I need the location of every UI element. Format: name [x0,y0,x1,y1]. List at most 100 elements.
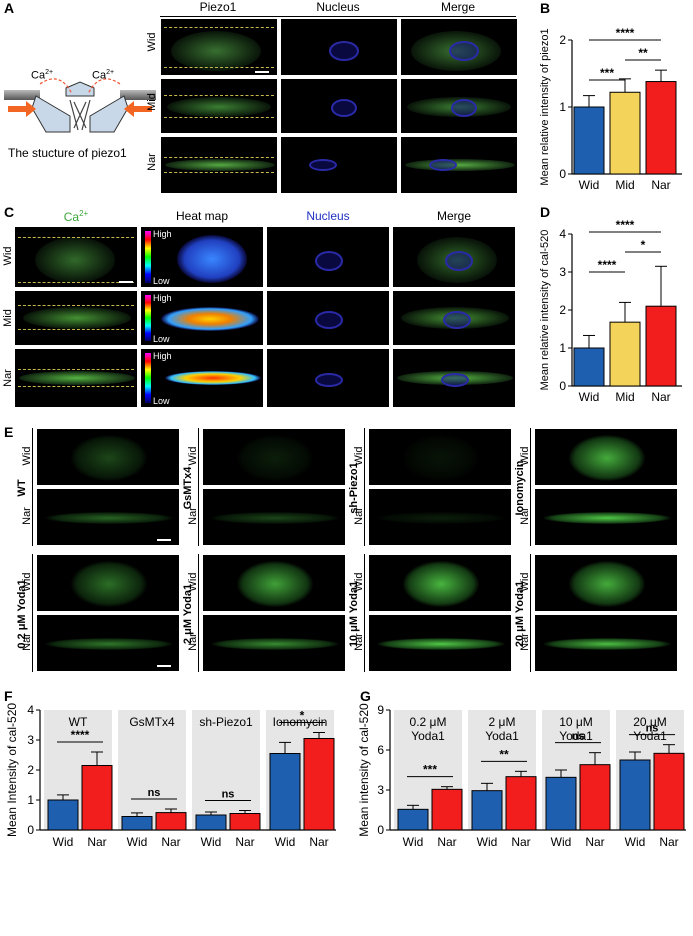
group-divider [530,428,531,546]
row-label-wid: Wid [187,572,199,592]
row-label-nar-c: Nar [2,369,14,387]
heatmap-wid: High Low [140,226,264,288]
significance-label: **** [616,218,635,232]
bar-wid [397,808,429,831]
micrograph-2-nar [368,488,512,546]
diagram-caption: The stucture of piezo1 [8,146,127,160]
col-header-merge: Merge [440,0,475,14]
bar-wid [195,814,227,831]
blade-left [31,95,71,133]
cap [65,81,95,97]
group-name: Ionomycin [273,715,328,729]
significance-label: *** [423,763,437,777]
micrograph-3-nar [534,488,678,546]
x-tick-label: Wid [551,835,572,849]
col-header-piezo1: Piezo1 [199,0,237,14]
y-tick-label: 2 [559,303,566,317]
x-tick-label: Mid [615,390,634,404]
bar-wid [619,759,651,831]
x-tick-label: Nar [87,835,106,849]
y-tick-label: 2 [27,763,34,777]
row-label-mid-c: Mid [2,309,14,327]
significance-label: * [300,709,305,723]
ca-arrow-left [39,78,73,95]
chart-g: 0 3 6 9 Mean intensity of cal-520 Wid Nar *** 0.… [357,703,686,849]
ca-arrow-right [87,78,121,95]
micrograph-piezo1-wid [160,18,278,76]
bar-wid [471,790,503,831]
group-divider [530,554,531,672]
pore-helices [69,99,91,131]
x-tick-label: Nar [651,390,670,404]
row-label-wid: Wid [519,446,531,466]
row-label-nar-a: Nar [146,153,158,171]
y-tick-label: 0 [559,167,566,181]
heatmap-high-label: High [153,351,172,361]
bar-nar [229,813,261,831]
group-divider [32,554,33,672]
x-tick-label: Nar [309,835,328,849]
col-header-nucleus: Nucleus [316,0,360,14]
chart-d: 0 1 2 3 4 Mean relative intensity of cal-520 W… [539,218,682,404]
significance-label: ns [572,731,585,743]
x-tick-label: Wid [53,835,74,849]
significance-label: ** [499,747,509,761]
micrograph-merge-c-wid [392,226,516,288]
micrograph-ca-mid [14,290,138,346]
bar-nar [303,738,335,831]
col-header-nucleus-c: Nucleus [306,209,350,223]
micrograph-ca-wid [14,226,138,288]
group-divider [364,554,365,672]
y-tick-label: 1 [559,100,566,114]
x-tick-label: Nar [161,835,180,849]
group-name-line2: Yoda1 [633,729,667,743]
x-tick-label: Wid [201,835,222,849]
micrograph-merge-mid [400,78,518,134]
panel-label-a: A [4,0,15,16]
heatmap-low-label: Low [153,396,170,406]
row-label-wid-c: Wid [2,246,14,266]
panel-label-e: E [4,424,14,440]
bar-nar [645,81,677,175]
group-name: 0.2 μM [410,715,447,729]
micrograph-7-wid [534,554,678,612]
micrograph-piezo1-mid [160,78,278,134]
row-label-wid: Wid [187,446,199,466]
row-label-nar: Nar [353,633,365,651]
bar-mid [609,91,641,175]
row-label-wid: Wid [353,446,365,466]
panel-label-d: D [540,204,551,220]
header-rule [160,16,516,17]
group-name-line2: Yoda1 [411,729,445,743]
micrograph-0-wid [36,428,180,486]
row-label-nar: Nar [187,633,199,651]
micrograph-merge-c-mid [392,290,516,346]
y-axis-label: Mean intensity of cal-520 [357,703,371,837]
row-label-nar: Nar [187,507,199,525]
significance-label: ** [638,46,648,60]
x-tick-label: Wid [625,835,646,849]
group-name: GsMTx4 [129,715,175,729]
bar-nar [81,765,113,831]
micrograph-0-nar [36,488,180,546]
y-tick-label: 0 [559,379,566,393]
x-tick-label: Mid [615,178,634,192]
x-tick-label: Wid [579,178,600,192]
group-divider [32,428,33,546]
significance-label: ns [646,723,659,735]
x-tick-label: Nar [437,835,456,849]
significance-label: ns [222,789,235,801]
micrograph-6-nar [368,614,512,672]
micrograph-5-nar [202,614,346,672]
group-divider [198,428,199,546]
micrograph-5-wid [202,554,346,612]
x-tick-label: Nar [659,835,678,849]
row-label-wid: Wid [21,446,33,466]
group-background [118,710,186,830]
micrograph-1-nar [202,488,346,546]
row-label-nar: Nar [519,633,531,651]
significance-label: * [641,238,646,252]
ion-label-left: Ca2+ [31,69,54,82]
bar-wid [121,816,153,831]
membrane-right [120,90,156,100]
